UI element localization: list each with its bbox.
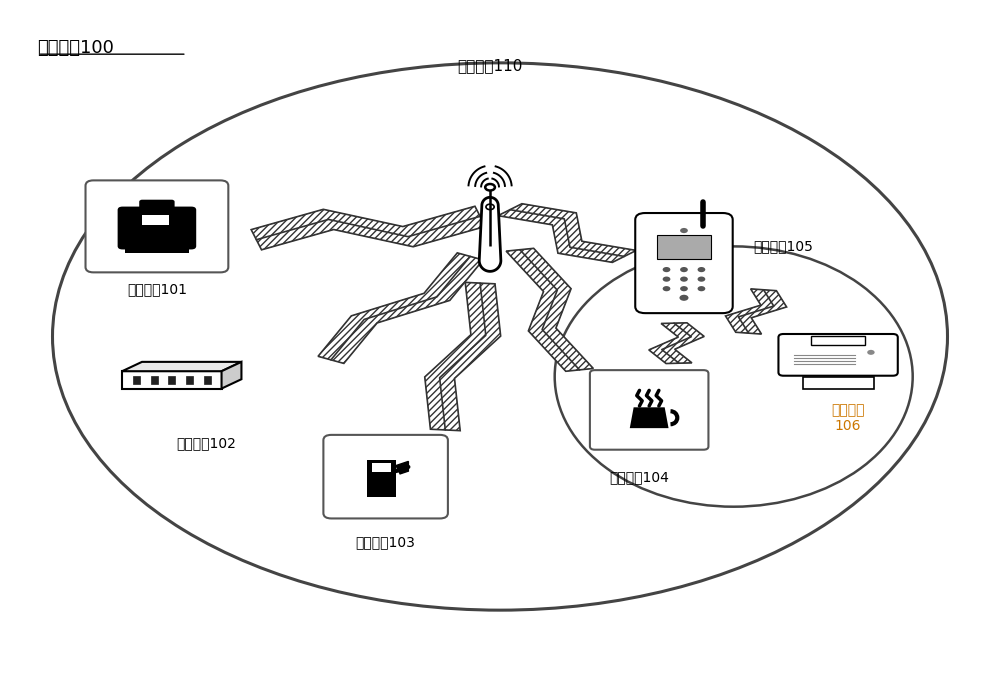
Polygon shape (251, 206, 485, 250)
Text: 终端设备101: 终端设备101 (127, 282, 187, 295)
Polygon shape (318, 253, 483, 363)
FancyBboxPatch shape (139, 200, 175, 212)
Polygon shape (425, 283, 501, 431)
Bar (125, 249, 189, 252)
Bar (151, 376, 158, 384)
Bar (657, 235, 711, 258)
Polygon shape (630, 407, 669, 428)
FancyBboxPatch shape (778, 334, 898, 376)
Circle shape (680, 228, 688, 233)
Circle shape (663, 267, 670, 272)
FancyBboxPatch shape (635, 213, 733, 313)
Text: 终端设备104: 终端设备104 (609, 470, 669, 484)
Bar (803, 378, 874, 388)
Text: 终端设备105: 终端设备105 (754, 240, 813, 254)
Circle shape (663, 277, 670, 282)
Bar (142, 215, 159, 225)
Polygon shape (649, 323, 704, 363)
Text: 终端设备
106: 终端设备 106 (831, 403, 865, 433)
Circle shape (680, 286, 688, 291)
Bar (186, 376, 193, 384)
Polygon shape (479, 197, 501, 271)
Polygon shape (396, 462, 408, 474)
Circle shape (698, 286, 705, 291)
Circle shape (663, 286, 670, 291)
Text: 终端设备102: 终端设备102 (177, 437, 237, 451)
FancyBboxPatch shape (86, 180, 228, 273)
Bar (168, 376, 175, 384)
FancyBboxPatch shape (323, 435, 448, 518)
Bar (204, 376, 211, 384)
Circle shape (680, 267, 688, 272)
Circle shape (698, 277, 705, 282)
Polygon shape (122, 362, 241, 371)
FancyBboxPatch shape (590, 370, 708, 450)
FancyBboxPatch shape (118, 207, 196, 250)
Circle shape (131, 244, 144, 252)
Bar (367, 460, 396, 497)
Circle shape (170, 244, 183, 252)
Text: 网络设备110: 网络设备110 (457, 58, 523, 73)
Bar (811, 336, 865, 345)
Circle shape (680, 277, 688, 282)
Circle shape (698, 267, 705, 272)
Polygon shape (122, 371, 222, 388)
Circle shape (679, 295, 688, 301)
Polygon shape (222, 362, 241, 388)
Text: 通信系统100: 通信系统100 (38, 40, 114, 57)
Polygon shape (726, 289, 787, 334)
Polygon shape (506, 248, 593, 371)
Bar (152, 215, 169, 225)
Bar (372, 463, 391, 472)
Text: 终端设备103: 终端设备103 (356, 536, 416, 549)
Polygon shape (498, 204, 636, 262)
Bar (133, 376, 140, 384)
Circle shape (867, 350, 875, 355)
